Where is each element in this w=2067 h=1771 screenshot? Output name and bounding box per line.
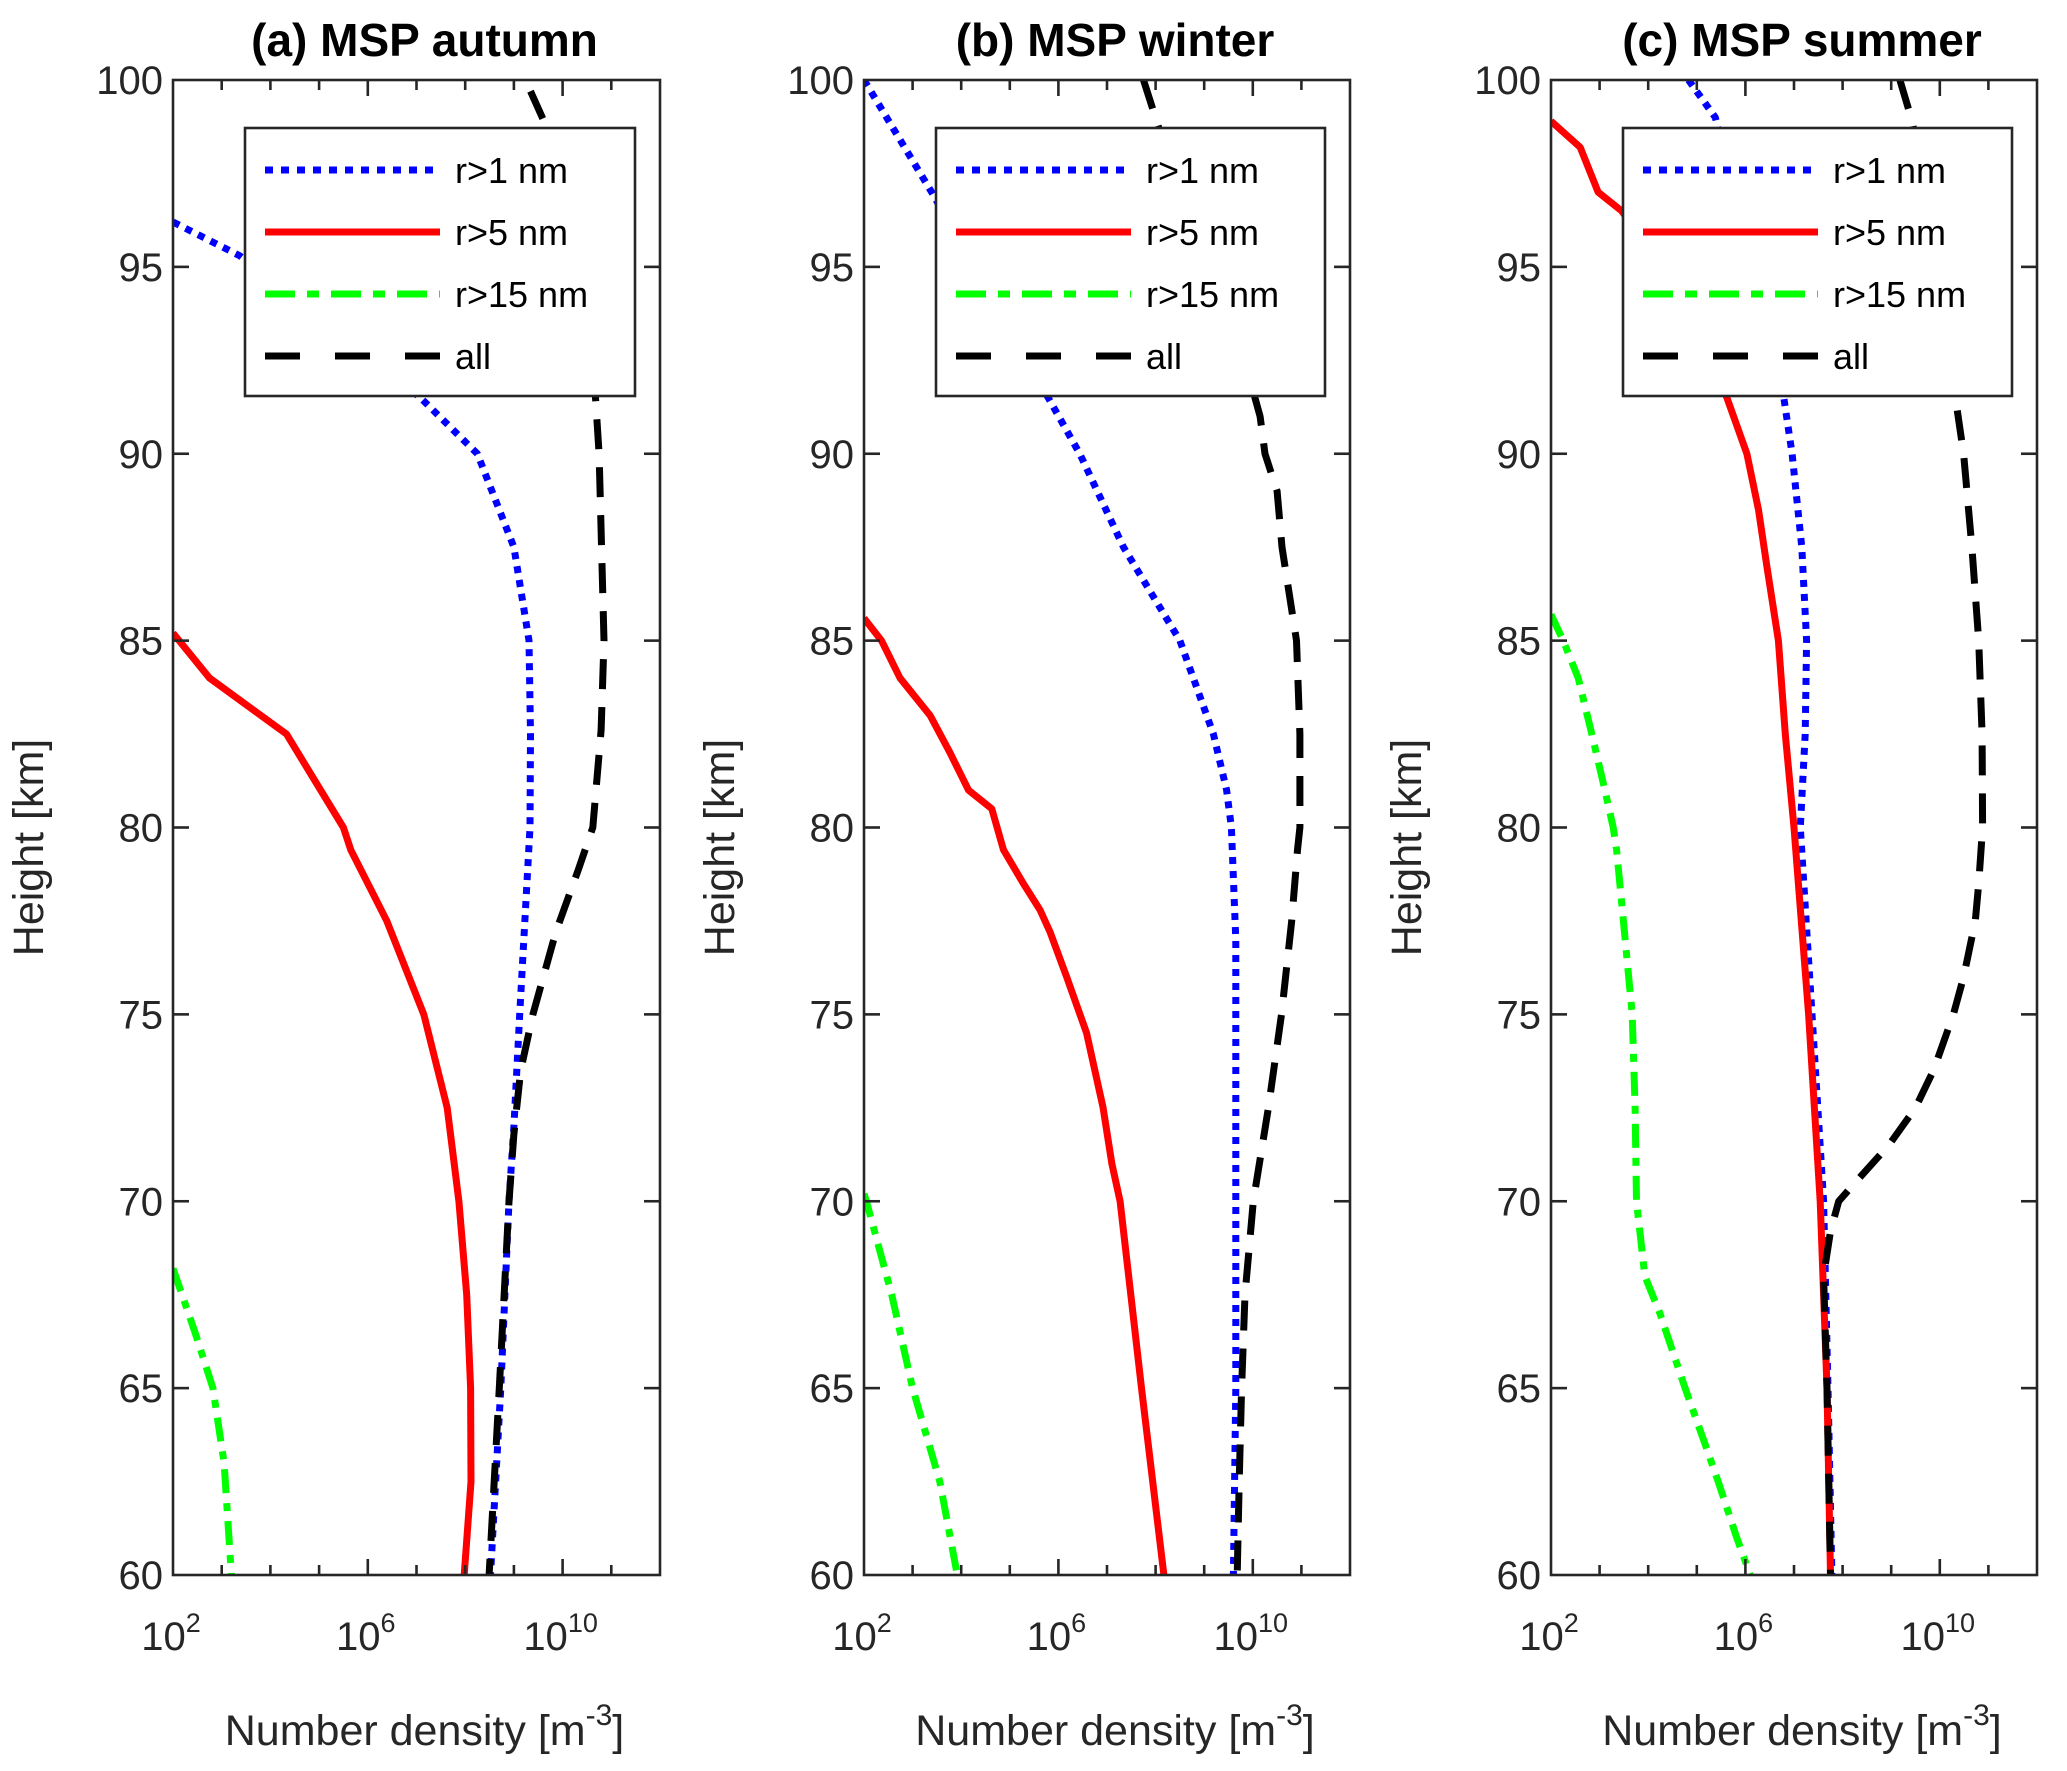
y-tick-label: 60 bbox=[1497, 1554, 1542, 1598]
x-tick-label: 102 bbox=[141, 1608, 201, 1659]
x-tick-label: 102 bbox=[1519, 1608, 1579, 1659]
series-line-r-5-nm bbox=[173, 630, 475, 1575]
legend-label: r>5 nm bbox=[1146, 212, 1259, 253]
legend-label: all bbox=[455, 336, 491, 377]
x-axis-label: Number density [m-3] bbox=[915, 1699, 1314, 1755]
legend-label: all bbox=[1833, 336, 1869, 377]
series-line-r-15-nm bbox=[173, 1267, 235, 1575]
x-tick-label: 106 bbox=[1027, 1608, 1087, 1659]
x-axis-label: Number density [m-3] bbox=[225, 1699, 624, 1755]
y-tick-label: 95 bbox=[810, 246, 855, 290]
y-tick-label: 85 bbox=[810, 620, 855, 664]
x-tick-label: 106 bbox=[1714, 1608, 1774, 1659]
series-line-r-15-nm bbox=[1551, 613, 1754, 1575]
series-line-all bbox=[1820, 80, 1987, 1575]
y-tick-label: 95 bbox=[119, 246, 164, 290]
y-tick-label: 70 bbox=[810, 1180, 855, 1224]
x-tick-label: 1010 bbox=[1901, 1608, 1976, 1659]
y-tick-label: 70 bbox=[1497, 1180, 1542, 1224]
legend-label: r>5 nm bbox=[455, 212, 568, 253]
panel-a: (a) MSP autumn 102 106 1010 60 65 70 75 80 85 90 95… bbox=[5, 14, 662, 1755]
legend-box bbox=[243, 126, 637, 398]
y-axis-label: Height [km] bbox=[1383, 739, 1431, 956]
legend: r>1 nm r>5 nm r>15 nm all bbox=[934, 126, 1327, 398]
legend-box bbox=[934, 126, 1327, 398]
x-tick-label: 1010 bbox=[523, 1608, 598, 1659]
y-axis-label: Height [km] bbox=[696, 739, 744, 956]
y-tick-label: 65 bbox=[1497, 1367, 1542, 1411]
legend-label: r>1 nm bbox=[1833, 150, 1946, 191]
x-axis-label: Number density [m-3] bbox=[1602, 1699, 2001, 1755]
legend-label: r>15 nm bbox=[455, 274, 588, 315]
y-tick-label: 65 bbox=[119, 1367, 164, 1411]
legend-box bbox=[1621, 126, 2014, 398]
y-tick-label: 80 bbox=[119, 807, 164, 851]
series-line-r-5-nm bbox=[864, 616, 1168, 1575]
y-tick-label: 95 bbox=[1497, 246, 1542, 290]
panel-title: (c) MSP summer bbox=[1622, 14, 1982, 66]
legend-label: r>1 nm bbox=[1146, 150, 1259, 191]
y-tick-label: 90 bbox=[1497, 433, 1542, 477]
legend-label: r>15 nm bbox=[1146, 274, 1279, 315]
y-tick-label: 70 bbox=[119, 1180, 164, 1224]
panel-title: (b) MSP winter bbox=[956, 14, 1275, 66]
series-line-r-15-nm bbox=[864, 1192, 961, 1575]
legend: r>1 nm r>5 nm r>15 nm all bbox=[243, 126, 637, 398]
series-line-all bbox=[1140, 80, 1304, 1575]
y-tick-label: 80 bbox=[1497, 807, 1542, 851]
legend-label: all bbox=[1146, 336, 1182, 377]
y-tick-label: 100 bbox=[787, 59, 854, 103]
y-tick-label: 75 bbox=[119, 993, 164, 1037]
y-tick-label: 85 bbox=[119, 620, 164, 664]
legend: r>1 nm r>5 nm r>15 nm all bbox=[1621, 126, 2014, 398]
legend-label: r>1 nm bbox=[455, 150, 568, 191]
y-axis-label: Height [km] bbox=[5, 739, 53, 956]
y-tick-label: 65 bbox=[810, 1367, 855, 1411]
y-tick-label: 60 bbox=[810, 1554, 855, 1598]
y-tick-label: 60 bbox=[119, 1554, 164, 1598]
x-tick-label: 102 bbox=[832, 1608, 892, 1659]
y-tick-label: 90 bbox=[119, 433, 164, 477]
x-tick-label: 106 bbox=[336, 1608, 396, 1659]
panel-title: (a) MSP autumn bbox=[251, 14, 598, 66]
y-tick-label: 85 bbox=[1497, 620, 1542, 664]
x-tick-label: 1010 bbox=[1214, 1608, 1289, 1659]
y-tick-label: 100 bbox=[96, 59, 163, 103]
y-tick-label: 75 bbox=[1497, 993, 1542, 1037]
series-line-r-1-nm bbox=[173, 218, 534, 1575]
y-tick-label: 80 bbox=[810, 807, 855, 851]
panel-b: (b) MSP winter 102 106 1010 60 65 70 75 80 85 90 95… bbox=[696, 14, 1352, 1755]
legend-label: r>15 nm bbox=[1833, 274, 1966, 315]
series-line-r-5-nm bbox=[1551, 118, 1834, 1575]
series-line-r-1-nm bbox=[864, 80, 1240, 1575]
y-tick-label: 90 bbox=[810, 433, 855, 477]
y-tick-label: 75 bbox=[810, 993, 855, 1037]
legend-label: r>5 nm bbox=[1833, 212, 1946, 253]
y-tick-label: 100 bbox=[1474, 59, 1541, 103]
panel-c: (c) MSP summer 102 106 1010 60 65 70 75 80 85 90 95… bbox=[1383, 14, 2039, 1755]
